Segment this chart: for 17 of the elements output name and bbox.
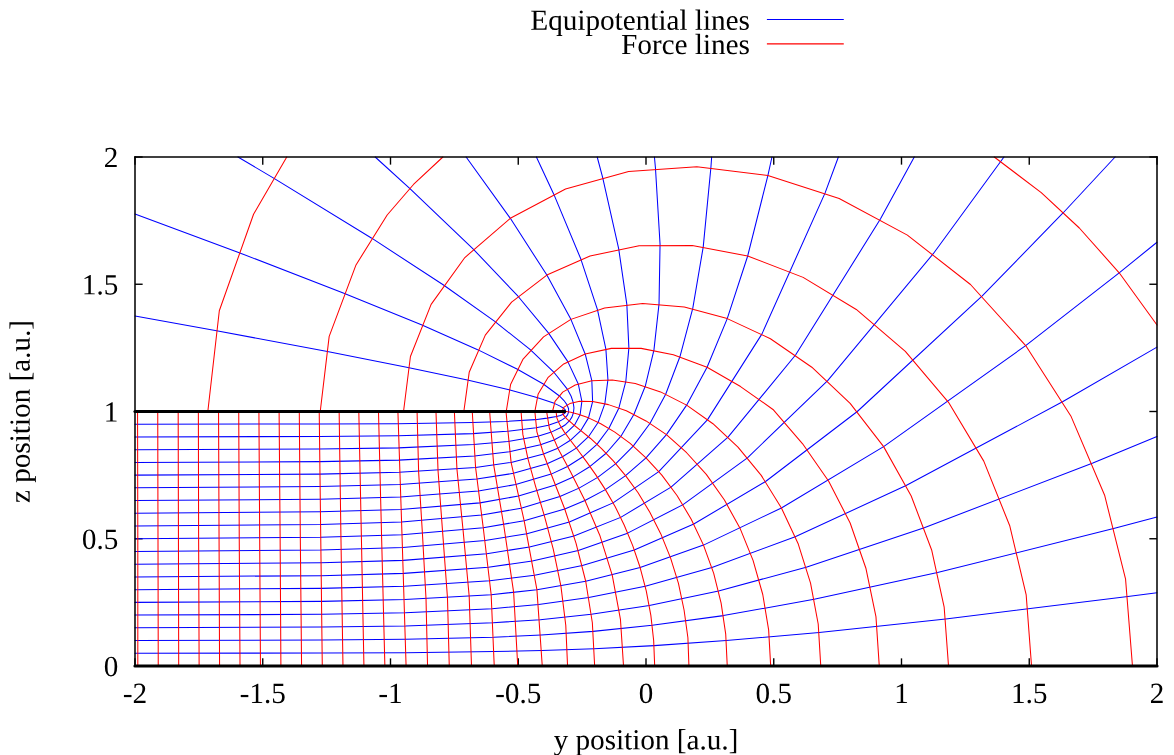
- x-tick-label: 2: [1150, 683, 1163, 703]
- y-tick-label: 1: [106, 402, 117, 422]
- x-tick-label: 0.5: [756, 683, 791, 704]
- x-tick-label: 1.5: [1013, 683, 1047, 704]
- x-tick-label: -0.5: [496, 683, 541, 704]
- x-tick-label: -2: [123, 683, 146, 703]
- y-tick-label: 1.5: [84, 275, 118, 295]
- legend-label: Force lines: [621, 33, 749, 55]
- y-axis-title: z position [a.u.]: [9, 322, 36, 503]
- x-tick-label: -1: [379, 683, 401, 703]
- x-axis-title: y position [a.u.]: [554, 729, 737, 755]
- y-tick-label: 2: [105, 147, 117, 168]
- x-tick-label: 0: [639, 683, 653, 704]
- y-tick-label: 0: [104, 656, 118, 677]
- x-tick-label: -1.5: [240, 683, 285, 704]
- y-tick-label: 0.5: [82, 529, 118, 550]
- x-tick-label: 1: [896, 683, 908, 703]
